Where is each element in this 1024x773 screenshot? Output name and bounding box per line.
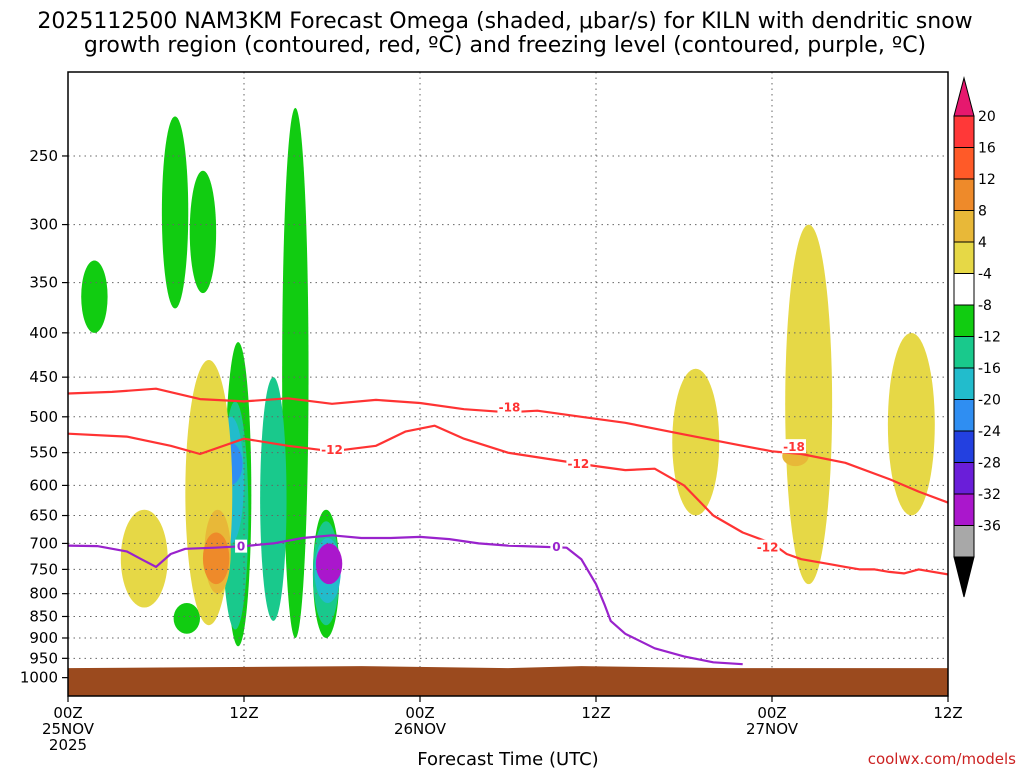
colorbar-label-8: -16: [978, 361, 1001, 377]
omega-region-16: [672, 368, 720, 516]
y-tick-label-750: 750: [29, 560, 58, 578]
y-axis: 250 300 350 400 450 500 550 600 650 700 750 800 850 9…: [20, 147, 68, 687]
dgz-label-bg-0: [497, 399, 522, 414]
x-tick-label-48: 00Z: [757, 704, 786, 722]
y-tick-label-800: 800: [29, 585, 58, 603]
y-tick-label-300: 300: [29, 216, 58, 234]
omega-region-20: [202, 532, 230, 585]
colorbar-segment-9: [953, 399, 975, 432]
colorbar-label-10: -24: [978, 424, 1001, 440]
omega-region-18: [887, 332, 935, 516]
x-tick-label-60: 12Z: [933, 704, 962, 722]
colorbar-label-9: -20: [978, 393, 1001, 409]
freezing-label-0: 0: [237, 540, 245, 554]
colorbar-segment-4: [953, 241, 975, 274]
colorbar-label-0: 20: [978, 109, 996, 125]
colorbar-segment-7: [953, 336, 975, 369]
dgz-label-bg-2: [566, 456, 591, 471]
x-tick-label-36: 12Z: [581, 704, 610, 722]
freezing-label-1: 0: [552, 540, 560, 554]
x-tick-label-0: 00Z: [53, 704, 82, 722]
omega-region-13: [315, 543, 343, 585]
y-tick-label-500: 500: [29, 408, 58, 426]
dgz-label-4: -12: [757, 541, 779, 555]
y-tick-label-700: 700: [29, 534, 58, 552]
y-tick-label-350: 350: [29, 274, 58, 292]
omega-region-2: [81, 260, 108, 333]
dgz-label-1: -12: [321, 443, 343, 457]
x-tick-date-0: 25NOV: [42, 720, 95, 738]
colorbar-label-3: 8: [978, 204, 987, 220]
y-tick-label-400: 400: [29, 324, 58, 342]
colorbar-bottom-arrow: [953, 556, 975, 598]
ground-surface: [68, 666, 948, 696]
y-tick-label-650: 650: [29, 507, 58, 525]
omega-region-0: [161, 116, 189, 309]
dgz-label-bg-1: [320, 441, 344, 456]
colorbar-top-arrow: [953, 76, 975, 117]
colorbar-label-13: -36: [978, 519, 1001, 535]
colorbar-segment-13: [953, 525, 975, 558]
y-tick-label-600: 600: [29, 476, 58, 494]
colorbar-segment-3: [953, 210, 975, 243]
colorbar-segment-1: [953, 147, 975, 180]
freezing-label-bg-0: [235, 539, 248, 553]
omega-shading-layer: [81, 107, 935, 647]
freezing-label-bg-1: [550, 540, 563, 554]
dgz-label-bg-3: [782, 439, 806, 454]
x-tick-year-0: 2025: [49, 736, 87, 754]
plot-frame: [67, 71, 949, 697]
colorbar-segment-2: [953, 178, 975, 211]
colorbar-label-5: -4: [978, 267, 992, 283]
colorbar-label-11: -28: [978, 456, 1001, 472]
colorbar-label-4: 4: [978, 235, 987, 251]
x-axis-title: Forecast Time (UTC): [417, 749, 598, 768]
y-tick-label-250: 250: [29, 147, 58, 165]
dgz-label-bg-4: [755, 539, 780, 554]
x-tick-label-24: 00Z: [405, 704, 434, 722]
credit-text: coolwx.com/models: [868, 750, 1016, 768]
x-tick-date-48: 27NOV: [746, 720, 799, 738]
title-line-2: growth region (contoured, red, ºC) and f…: [84, 33, 926, 58]
dgz-contour-m12-1: [68, 424, 948, 576]
colorbar: 20 16 12 8 4 -4 -8 -12 -16 -20 -24 -28 -32 -36: [953, 76, 1001, 598]
omega-region-8: [260, 377, 287, 621]
dgz-label-0: -18: [499, 401, 521, 415]
dgz-label-3: -18: [783, 440, 805, 454]
dgz-contour-m18-0: [68, 387, 948, 504]
y-tick-label-850: 850: [29, 607, 58, 625]
contour-layer: -18 -12 -12 -18 -12 0 0: [68, 387, 948, 666]
x-tick-date-24: 26NOV: [394, 720, 447, 738]
omega-region-3: [282, 107, 309, 638]
colorbar-label-6: -8: [978, 298, 992, 314]
colorbar-label-2: 12: [978, 172, 996, 188]
omega-region-15: [120, 509, 168, 608]
y-tick-label-950: 950: [29, 649, 58, 667]
colorbar-label-7: -12: [978, 330, 1001, 346]
title-line-1: 2025112500 NAM3KM Forecast Omega (shaded…: [37, 9, 972, 34]
colorbar-segment-10: [953, 430, 975, 463]
colorbar-segment-6: [953, 304, 975, 337]
dgz-label-2: -12: [568, 457, 590, 471]
freezing-level-contour: [68, 534, 743, 666]
y-tick-label-550: 550: [29, 444, 58, 462]
omega-region-17: [785, 224, 833, 585]
y-tick-label-900: 900: [29, 629, 58, 647]
colorbar-segment-5: [953, 273, 975, 306]
colorbar-label-12: -32: [978, 487, 1001, 503]
colorbar-segment-12: [953, 493, 975, 526]
x-tick-label-12: 12Z: [229, 704, 258, 722]
omega-region-6: [173, 602, 200, 634]
colorbar-segment-11: [953, 462, 975, 495]
plot-area: -18 -12 -12 -18 -12 0 0: [68, 72, 948, 696]
y-tick-label-450: 450: [29, 368, 58, 386]
y-tick-label-1000: 1000: [20, 669, 58, 687]
colorbar-label-1: 16: [978, 141, 996, 157]
colorbar-segment-8: [953, 367, 975, 400]
omega-region-1: [189, 170, 217, 294]
colorbar-segment-0: [953, 115, 975, 148]
